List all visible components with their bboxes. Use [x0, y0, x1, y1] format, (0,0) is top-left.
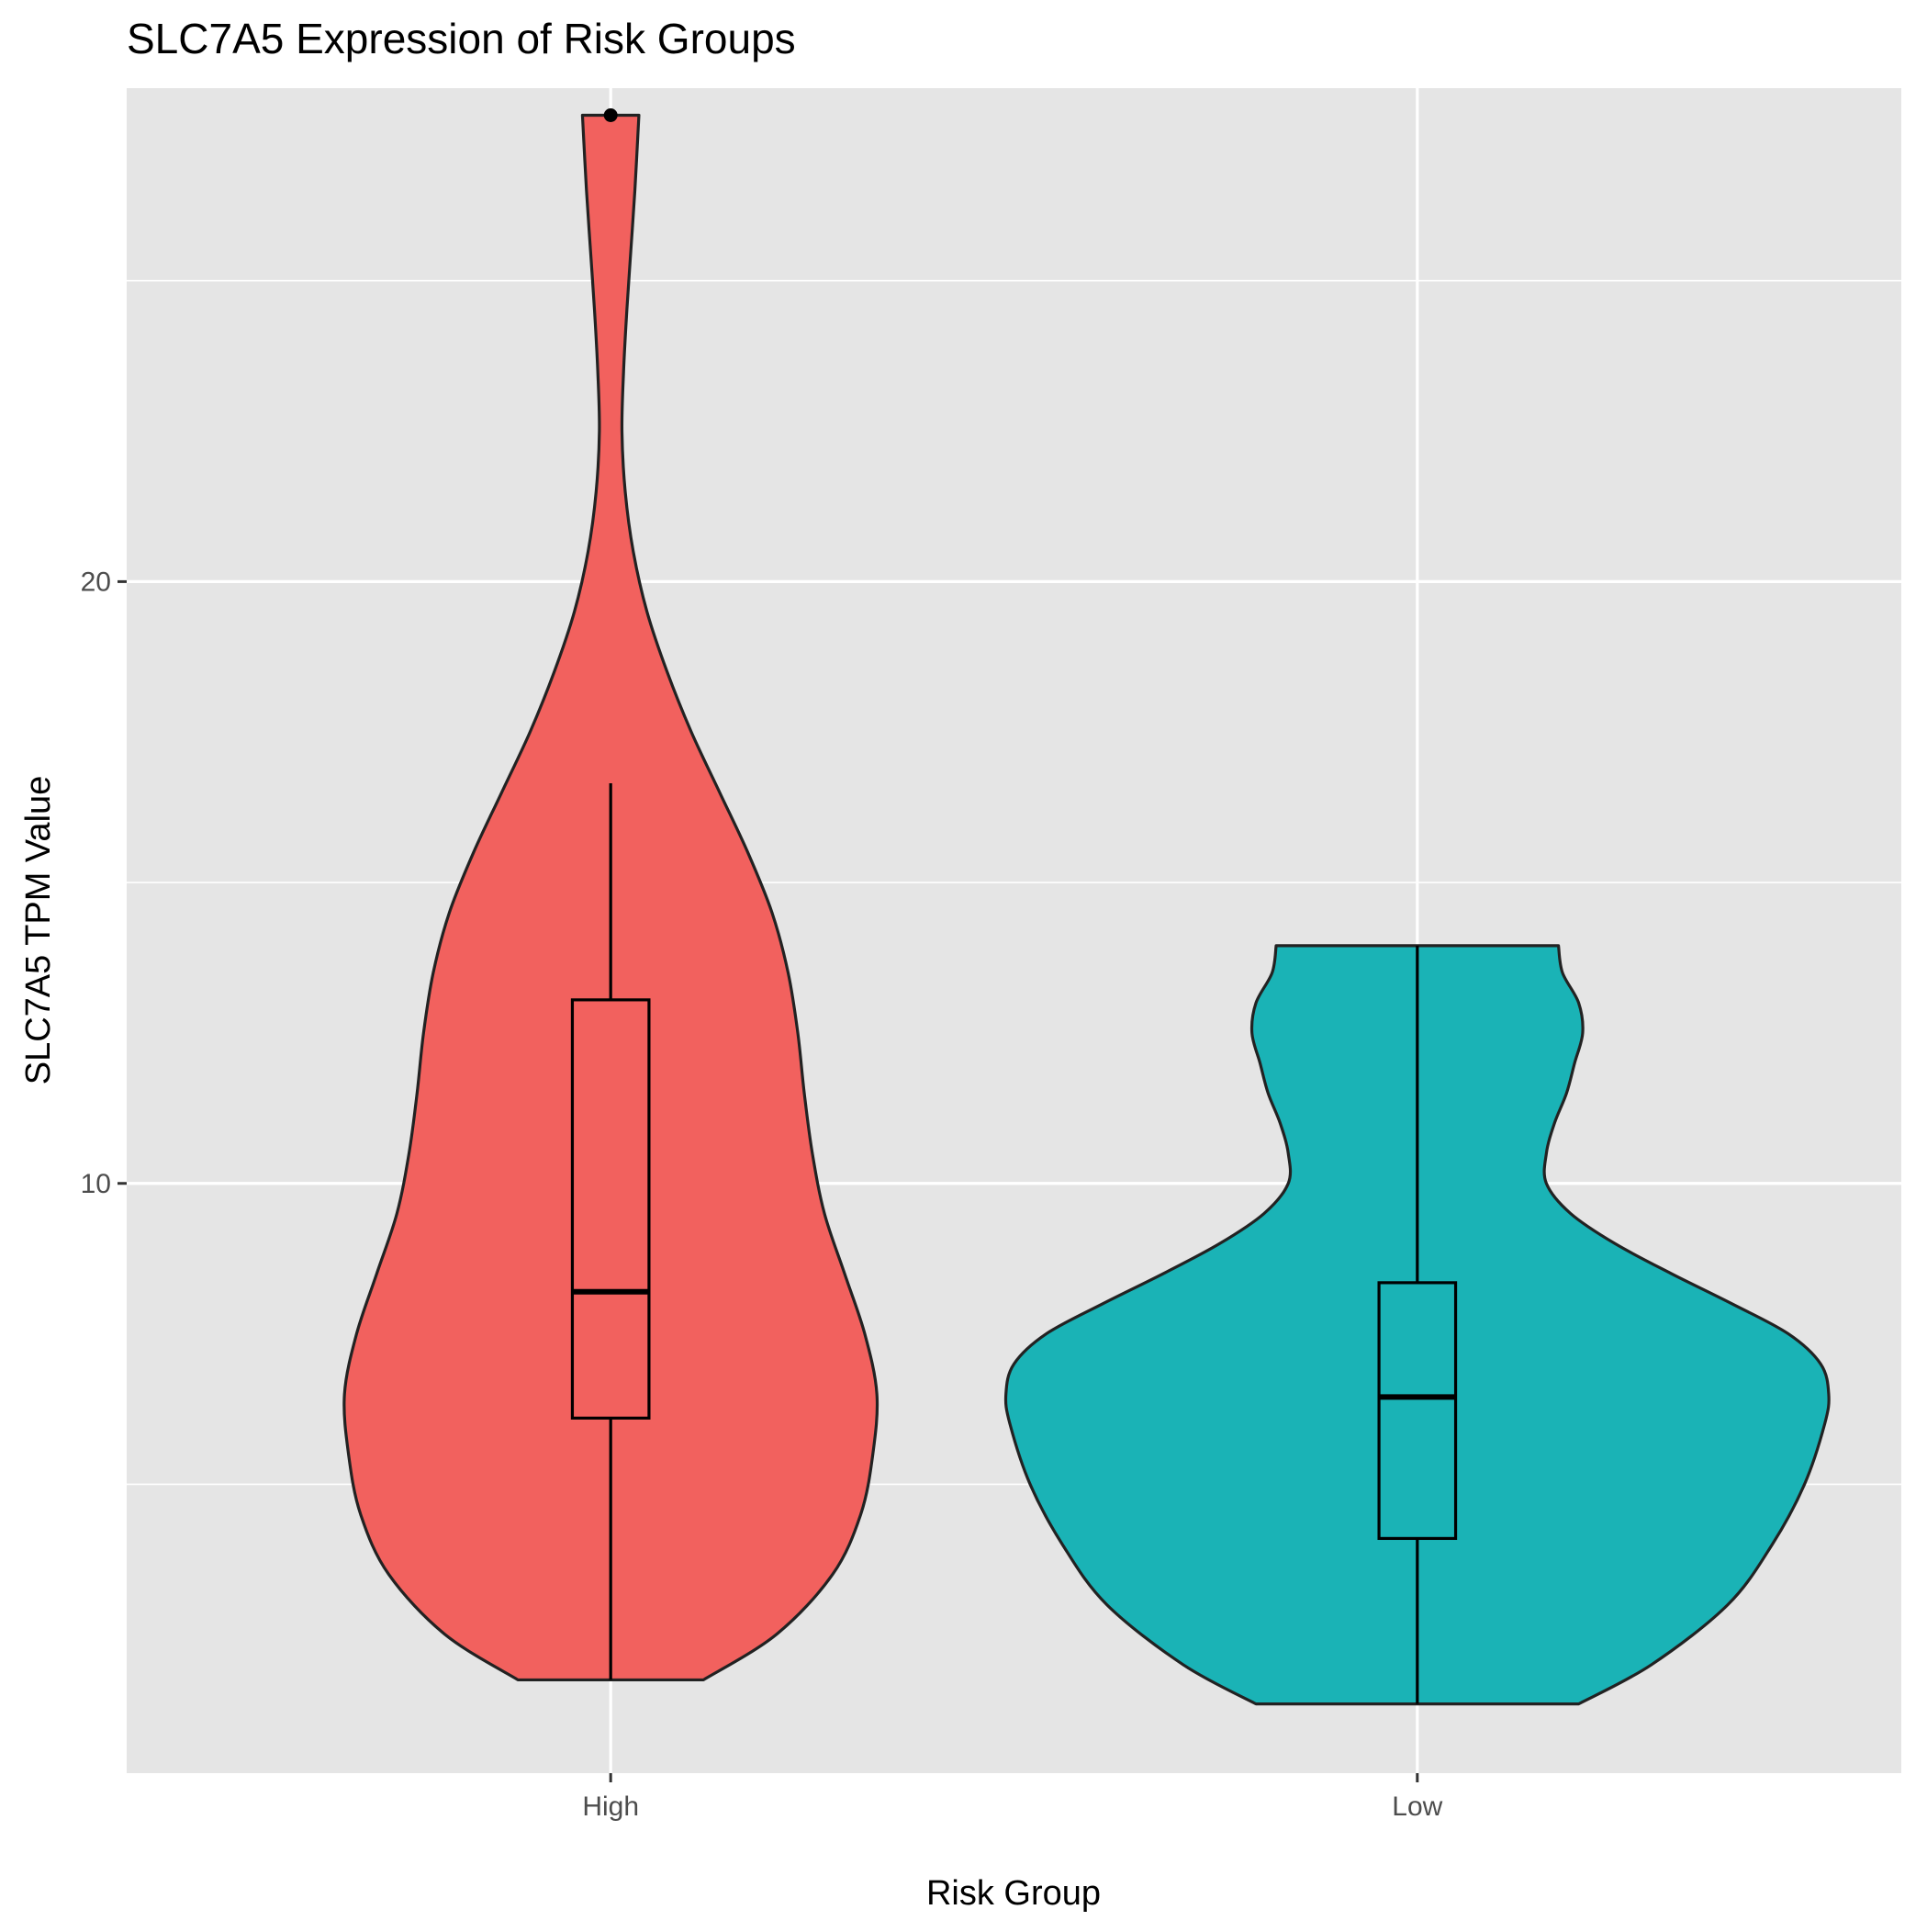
box-low	[1377, 1281, 1458, 1541]
outlier-point	[603, 107, 618, 122]
chart-title: SLC7A5 Expression of Risk Groups	[127, 15, 796, 62]
axes: 10 20 High Low	[81, 567, 1443, 1822]
boxplots	[570, 107, 1458, 1704]
y-axis-title: SLC7A5 TPM Value	[19, 776, 58, 1085]
y-tick-label: 20	[81, 567, 111, 597]
x-tick-label: Low	[1392, 1792, 1442, 1822]
x-tick-label: High	[582, 1792, 639, 1822]
box-high	[570, 998, 651, 1420]
y-tick-label: 10	[81, 1169, 111, 1199]
x-axis-title: Risk Group	[926, 1874, 1101, 1913]
